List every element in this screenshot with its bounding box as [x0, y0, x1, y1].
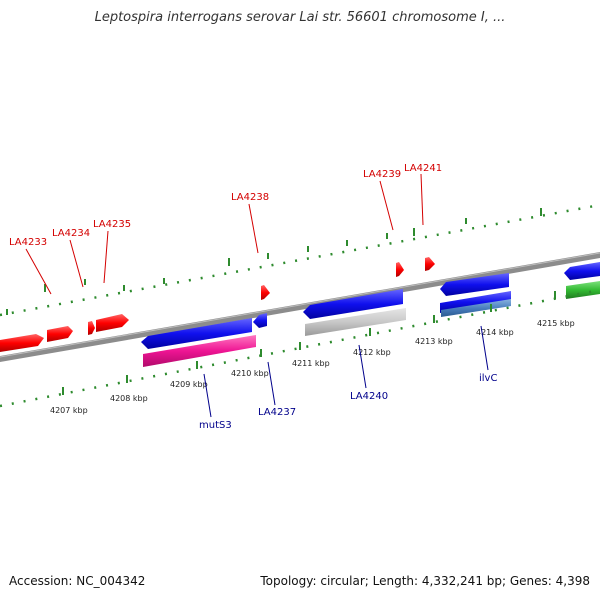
gene-label[interactable]: LA4234 [52, 228, 90, 239]
scale-label: 4215 kbp [537, 319, 575, 328]
scale-label: 4210 kbp [231, 369, 269, 378]
gene-mutS3[interactable] [141, 318, 252, 349]
other-features [143, 281, 600, 367]
scale-label: 4208 kbp [110, 394, 148, 403]
gene-la4241[interactable] [425, 257, 435, 271]
feature-mutS3-cds[interactable] [143, 335, 256, 367]
scale-label: 4214 kbp [476, 328, 514, 337]
gene-label[interactable]: LA4238 [231, 192, 269, 203]
topology-text: Topology: circular; Length: 4,332,241 bp… [260, 574, 590, 588]
gene-label[interactable]: LA4237 [258, 407, 296, 418]
gene-la4239[interactable] [396, 262, 404, 277]
forward-strand-genes [0, 257, 435, 352]
scale-label: 4207 kbp [50, 406, 88, 415]
accession-text: Accession: NC_004342 [9, 574, 146, 588]
lower-scale-ruler [0, 288, 600, 408]
scale-label: 4213 kbp [415, 337, 453, 346]
gene-la4238[interactable] [261, 285, 270, 300]
gene-la4235b[interactable] [96, 314, 129, 332]
gene-label[interactable]: LA4233 [9, 237, 47, 248]
scale-label: 4209 kbp [170, 380, 208, 389]
reverse-label-leaders [203, 325, 489, 418]
scale-label: 4211 kbp [292, 359, 330, 368]
gene-label[interactable]: ilvC [479, 373, 497, 384]
gene-la4233[interactable] [0, 334, 44, 352]
gene-right-edge[interactable] [564, 262, 600, 280]
reverse-gene-labels: mutS3 LA4237 LA4240 ilvC [199, 373, 497, 431]
gene-la4234[interactable] [47, 326, 73, 342]
feature-ilvC-cds[interactable] [441, 299, 511, 317]
scale-label: 4212 kbp [353, 348, 391, 357]
gene-la4240[interactable] [303, 289, 403, 319]
forward-label-leaders [25, 173, 424, 295]
feature-la4240-pseudo[interactable] [305, 308, 406, 336]
scale-labels: 4207 kbp 4208 kbp 4209 kbp 4210 kbp 4211… [50, 319, 575, 415]
map-title: Leptospira interrogans serovar Lai str. … [94, 10, 506, 25]
gene-label[interactable]: LA4241 [404, 163, 442, 174]
gene-la4237[interactable] [253, 313, 267, 328]
gene-label[interactable]: LA4240 [350, 391, 388, 402]
feature-green[interactable] [566, 281, 600, 299]
gene-label[interactable]: LA4235 [93, 219, 131, 230]
gene-la4235[interactable] [88, 321, 95, 335]
gene-ilvC[interactable] [440, 273, 509, 296]
forward-gene-labels: LA4233 LA4234 LA4235 LA4238 LA4239 LA424… [9, 163, 442, 248]
gene-label[interactable]: mutS3 [199, 420, 232, 431]
upper-scale-ruler [0, 203, 600, 317]
reverse-strand-genes [141, 262, 600, 349]
gene-label[interactable]: LA4239 [363, 169, 401, 180]
